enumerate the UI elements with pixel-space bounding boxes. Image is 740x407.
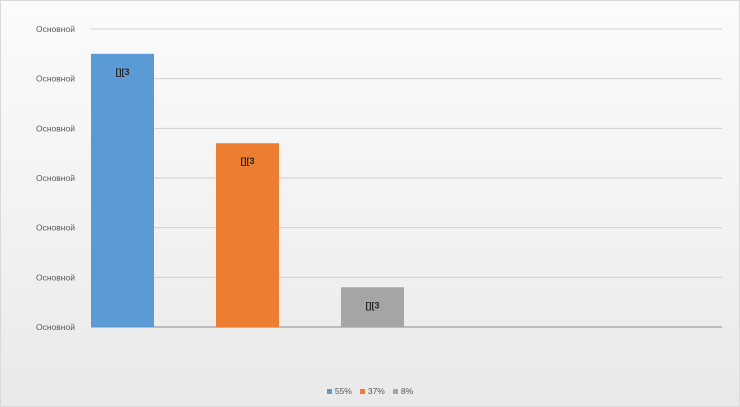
legend-item: 37% (359, 386, 385, 396)
data-labels: [][3 [][3 [][3 (116, 67, 380, 310)
y-tick-label: Основной (36, 123, 75, 133)
legend-label: 55% (334, 386, 352, 396)
legend-item: 55% (326, 386, 352, 396)
y-tick-label: Основной (36, 24, 75, 34)
y-tick-label: Основной (36, 223, 75, 233)
legend-item: 8% (392, 386, 414, 396)
y-tick-label: Основной (36, 322, 75, 332)
data-label: [][3 (366, 300, 380, 310)
bar-2 (216, 143, 279, 327)
data-label: [][3 (116, 67, 130, 77)
legend-swatch (392, 388, 398, 394)
bars (91, 53, 404, 327)
y-axis-ticks: Основной Основной Основной Основной Основной… (36, 24, 75, 332)
legend-swatch (326, 388, 332, 394)
legend-label: 8% (400, 386, 414, 396)
y-tick-label: Основной (36, 173, 75, 183)
legend-label: 37% (367, 386, 385, 396)
legend: 55% 37% 8% (0, 386, 740, 396)
bar-1 (91, 53, 154, 327)
bar-3 (341, 287, 404, 327)
gridlines (91, 28, 722, 328)
legend-swatch (359, 388, 365, 394)
data-label: [][3 (241, 156, 255, 166)
y-tick-label: Основной (36, 272, 75, 282)
y-tick-label: Основной (36, 74, 75, 84)
